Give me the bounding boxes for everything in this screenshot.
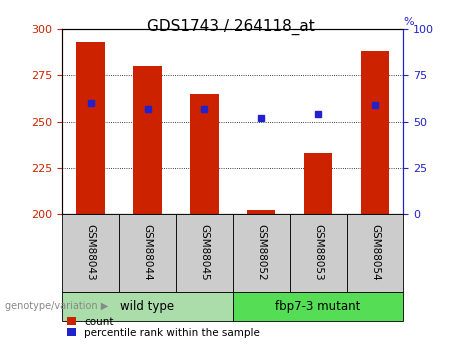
Bar [77, 42, 105, 214]
Bar [361, 51, 389, 214]
Text: GSM88043: GSM88043 [86, 224, 96, 281]
FancyBboxPatch shape [176, 214, 233, 292]
FancyBboxPatch shape [290, 214, 347, 292]
FancyBboxPatch shape [233, 292, 403, 321]
Text: %: % [403, 18, 414, 28]
Text: GSM88052: GSM88052 [256, 224, 266, 281]
Text: GSM88054: GSM88054 [370, 224, 380, 281]
Text: fbp7-3 mutant: fbp7-3 mutant [275, 300, 361, 313]
Text: genotype/variation ▶: genotype/variation ▶ [5, 301, 108, 311]
Text: GSM88053: GSM88053 [313, 224, 323, 281]
Bar [190, 94, 219, 214]
Text: GSM88044: GSM88044 [142, 224, 153, 281]
Bar [133, 66, 162, 214]
Text: wild type: wild type [120, 300, 175, 313]
Bar [304, 153, 332, 214]
Text: GDS1743 / 264118_at: GDS1743 / 264118_at [147, 19, 314, 35]
FancyBboxPatch shape [62, 214, 119, 292]
Bar [247, 210, 276, 214]
Legend: count, percentile rank within the sample: count, percentile rank within the sample [67, 316, 260, 338]
FancyBboxPatch shape [233, 214, 290, 292]
FancyBboxPatch shape [347, 214, 403, 292]
FancyBboxPatch shape [119, 214, 176, 292]
FancyBboxPatch shape [62, 292, 233, 321]
Text: GSM88045: GSM88045 [199, 224, 209, 281]
